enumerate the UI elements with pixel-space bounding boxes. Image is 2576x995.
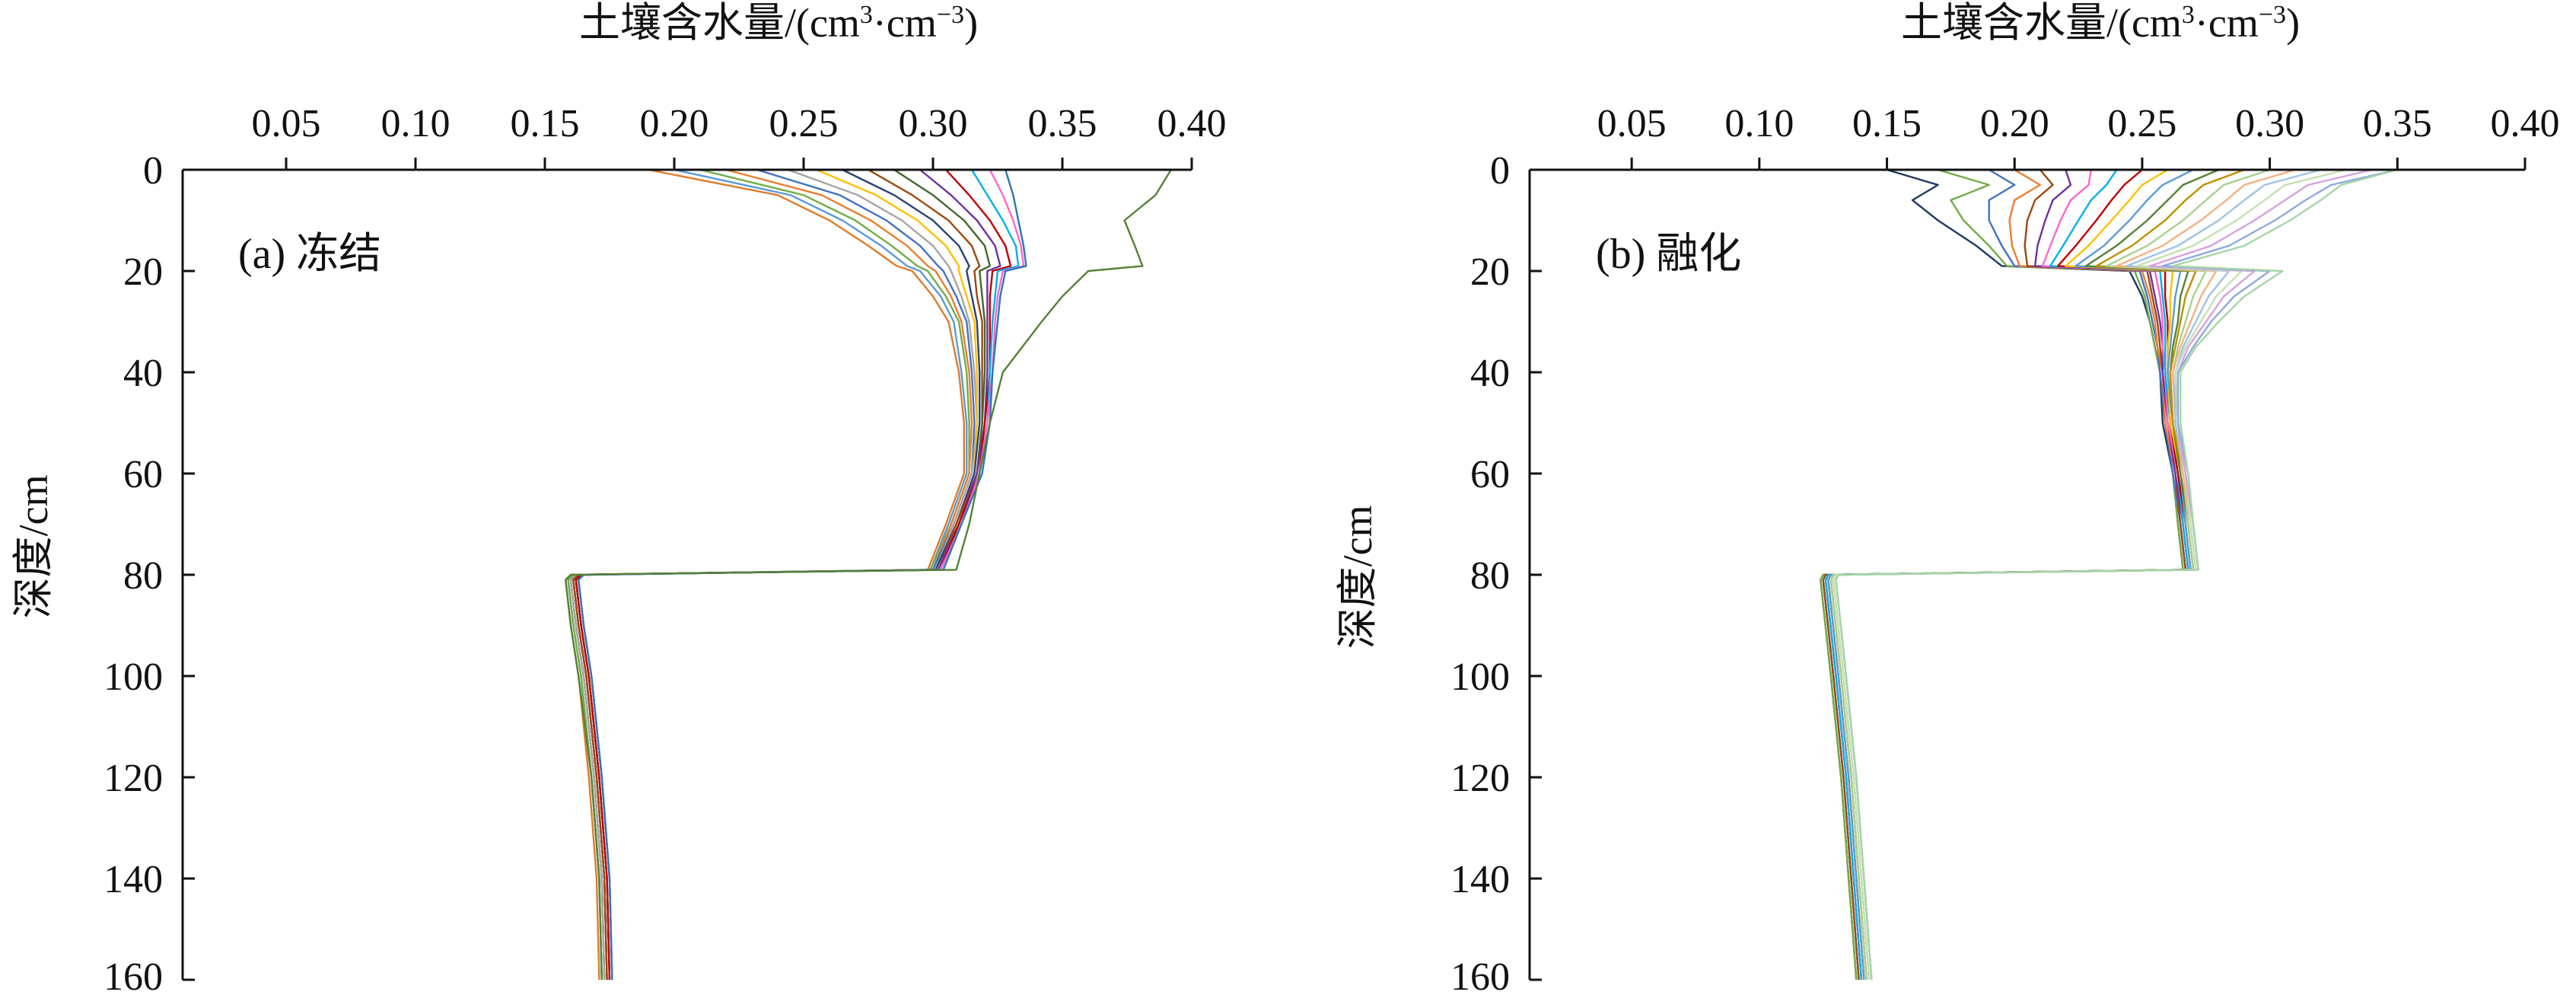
y-tick-label: 0 — [143, 149, 163, 193]
profile-line — [569, 168, 979, 981]
x-axis-title: 土壤含水量/(cm3·cm−3) — [1901, 0, 2300, 46]
y-tick-label: 60 — [1470, 453, 1510, 496]
y-tick-label: 140 — [103, 858, 163, 901]
x-tick-label: 0.25 — [769, 102, 839, 145]
y-tick-label: 80 — [123, 554, 163, 598]
y-tick-label: 160 — [1450, 955, 1510, 995]
x-tick-label: 0.15 — [1852, 102, 1922, 145]
y-tick-label: 160 — [103, 955, 163, 995]
panel-label: (b) 融化 — [1596, 231, 1741, 278]
x-tick-label: 0.40 — [1157, 102, 1227, 145]
x-tick-label: 0.35 — [1028, 102, 1097, 145]
x-tick-label: 0.30 — [899, 102, 968, 145]
y-axis-title: 深度/cm — [1335, 505, 1380, 649]
x-tick-label: 0.20 — [1980, 102, 2049, 145]
profile-line — [1824, 169, 2189, 981]
profile-line — [575, 169, 1012, 981]
x-axis-title: 土壤含水量/(cm3·cm−3) — [579, 0, 978, 46]
panel-label: (a) 冻结 — [238, 231, 381, 278]
y-tick-label: 20 — [1470, 250, 1510, 294]
profile-line — [1827, 168, 2194, 981]
profile-line — [578, 169, 1027, 981]
profile-line — [565, 169, 1172, 981]
panel-a: 土壤含水量/(cm3·cm−3) 深度/cm (a) 冻结 0.05 0.10 0.… — [11, 0, 1227, 995]
x-tick-label: 0.30 — [2235, 102, 2304, 145]
profile-line — [1832, 168, 2347, 981]
y-tick-label: 120 — [1450, 757, 1510, 800]
x-tick-label: 0.05 — [1597, 102, 1667, 145]
y-tick-label: 100 — [103, 655, 163, 699]
y-tick-label: 140 — [1450, 858, 1510, 901]
x-tick-label: 0.05 — [252, 102, 321, 145]
y-tick-label: 60 — [123, 453, 163, 496]
y-tick-label: 0 — [1490, 149, 1510, 193]
y-tick-label: 80 — [1470, 554, 1510, 598]
x-tick-label: 0.10 — [1724, 102, 1794, 145]
x-tick-label: 0.15 — [511, 102, 580, 145]
profile-line — [567, 168, 970, 981]
profile-line — [1835, 168, 2373, 981]
profile-line — [1835, 168, 2398, 981]
y-axis-title: 深度/cm — [11, 475, 56, 619]
y-tick-label: 20 — [123, 250, 163, 294]
y-tick-label: 100 — [1450, 655, 1510, 699]
y-tick-label: 120 — [103, 757, 163, 800]
x-tick-label: 0.40 — [2491, 102, 2560, 145]
x-tick-label: 0.35 — [2363, 102, 2432, 145]
panel-b: 土壤含水量/(cm3·cm−3) 深度/cm (b) 融化 0.05 0.10 0.… — [1335, 0, 2560, 995]
y-tick-label: 40 — [123, 352, 163, 395]
x-tick-label: 0.25 — [2107, 102, 2176, 145]
curves-group — [565, 168, 1172, 981]
axes-group: 0.05 0.10 0.15 0.20 0.25 0.30 0.35 0.40 0 20 40 60 8… — [1450, 102, 2560, 995]
y-tick-label: 40 — [1470, 352, 1510, 395]
x-tick-label: 0.10 — [381, 102, 451, 145]
profile-line — [1835, 168, 2398, 981]
x-tick-label: 0.20 — [640, 102, 709, 145]
profile-line — [1832, 168, 2322, 981]
curves-group — [1820, 168, 2398, 981]
axes-group: 0.05 0.10 0.15 0.20 0.25 0.30 0.35 0.40 0 20 40 60 8… — [103, 102, 1227, 995]
